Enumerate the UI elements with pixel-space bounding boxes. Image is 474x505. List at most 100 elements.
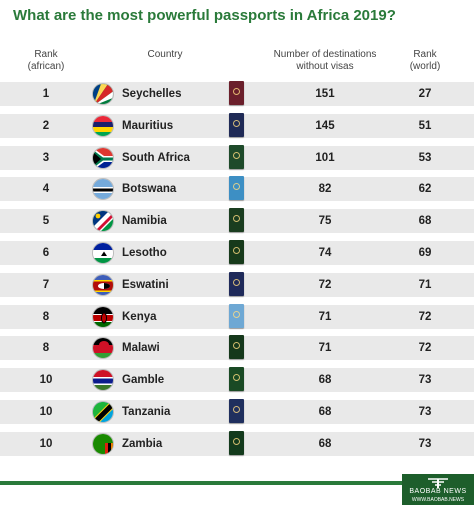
world-rank: 73 [418,406,432,418]
african-rank: 4 [42,183,50,195]
passport-icon [229,399,244,423]
table-row: 8 Kenya 71 72 [0,304,474,329]
destinations-count: 75 [318,215,332,227]
country-name: Malawi [122,342,160,354]
botswana-flag-icon [92,178,114,200]
passport-icon [229,240,244,264]
destinations-count: 145 [315,120,335,132]
zambia-flag-icon [92,433,114,455]
lesotho-flag-icon [92,242,114,264]
african-rank: 6 [42,247,50,259]
passport-icon [229,113,244,137]
destinations-count: 68 [318,406,332,418]
country-name: Seychelles [122,88,182,100]
destinations-count: 71 [318,342,332,354]
destinations-count: 151 [315,88,335,100]
country-name: Kenya [122,311,157,323]
header-rank-african-line1: Rank [34,49,58,60]
table-row: 2 Mauritius 145 51 [0,113,474,138]
passport-icon [229,367,244,391]
header-destinations-line1: Number of destinations [273,49,377,60]
world-rank: 53 [418,152,432,164]
world-rank: 68 [418,215,432,227]
table-row: 6 Lesotho 74 69 [0,240,474,265]
destinations-count: 74 [318,247,332,259]
country-name: Botswana [122,183,177,195]
african-rank: 3 [42,152,50,164]
table-row: 8 Malawi 71 72 [0,335,474,360]
seychelles-flag-icon [92,83,114,105]
destinations-count: 71 [318,311,332,323]
malawi-flag-icon [92,337,114,359]
gambia-flag-icon [92,369,114,391]
destinations-count: 68 [318,438,332,450]
header-rank-world-line2: (world) [409,61,441,72]
header-destinations: Number of destinations without visas [255,49,395,73]
header-rank-world-line1: Rank [413,49,437,60]
world-rank: 73 [418,438,432,450]
african-rank: 1 [42,88,50,100]
footer-bar [0,481,474,485]
world-rank: 62 [418,183,432,195]
eswatini-flag-icon [92,274,114,296]
african-rank: 8 [42,342,50,354]
logo-url: WWW.BAOBAB.NEWS [411,497,465,503]
country-name: Eswatini [122,279,169,291]
african-rank: 10 [39,438,53,450]
passport-icon [229,431,244,455]
table-row: 10 Zambia 68 73 [0,431,474,456]
african-rank: 8 [42,311,50,323]
table-row: 4 Botswana 82 62 [0,176,474,201]
world-rank: 51 [418,120,432,132]
south-africa-flag-icon [92,147,114,169]
header-rank-world: Rank (world) [394,49,456,73]
table-row: 3 South Africa 101 53 [0,145,474,170]
destinations-count: 82 [318,183,332,195]
passport-icon [229,145,244,169]
table-row: 5 Namibia 75 68 [0,208,474,233]
tanzania-flag-icon [92,401,114,423]
table-row: 10 Tanzania 68 73 [0,399,474,424]
african-rank: 10 [39,374,53,386]
header-destinations-line2: without visas [296,61,354,72]
world-rank: 72 [418,311,432,323]
header-country: Country [147,49,183,60]
world-rank: 73 [418,374,432,386]
destinations-count: 68 [318,374,332,386]
world-rank: 69 [418,247,432,259]
country-name: Lesotho [122,247,167,259]
header-rank-african: Rank (african) [10,49,82,73]
country-name: Gamble [122,374,165,386]
logo-brand-name: BAOBAB NEWS [409,488,467,495]
passport-icon [229,176,244,200]
passport-icon [229,304,244,328]
header-rank-african-line2: (african) [27,61,65,72]
african-rank: 2 [42,120,50,132]
country-name: South Africa [122,152,190,164]
african-rank: 10 [39,406,53,418]
namibia-flag-icon [92,210,114,232]
kenya-flag-icon [92,306,114,328]
country-name: Namibia [122,215,167,227]
passport-icon [229,208,244,232]
country-name: Zambia [122,438,163,450]
baobab-news-logo: BAOBAB NEWS WWW.BAOBAB.NEWS [402,474,474,505]
passport-icon [229,81,244,105]
table-row: 10 Gamble 68 73 [0,367,474,392]
mauritius-flag-icon [92,115,114,137]
african-rank: 5 [42,215,50,227]
country-name: Tanzania [122,406,171,418]
baobab-tree-icon [426,476,450,490]
country-name: Mauritius [122,120,174,132]
table-row: 7 Eswatini 72 71 [0,272,474,297]
table-row: 1 Seychelles 151 27 [0,81,474,106]
world-rank: 72 [418,342,432,354]
destinations-count: 101 [315,152,335,164]
world-rank: 27 [418,88,432,100]
african-rank: 7 [42,279,50,291]
destinations-count: 72 [318,279,332,291]
passport-icon [229,335,244,359]
page-title: What are the most powerful passports in … [13,7,396,24]
world-rank: 71 [418,279,432,291]
passport-icon [229,272,244,296]
